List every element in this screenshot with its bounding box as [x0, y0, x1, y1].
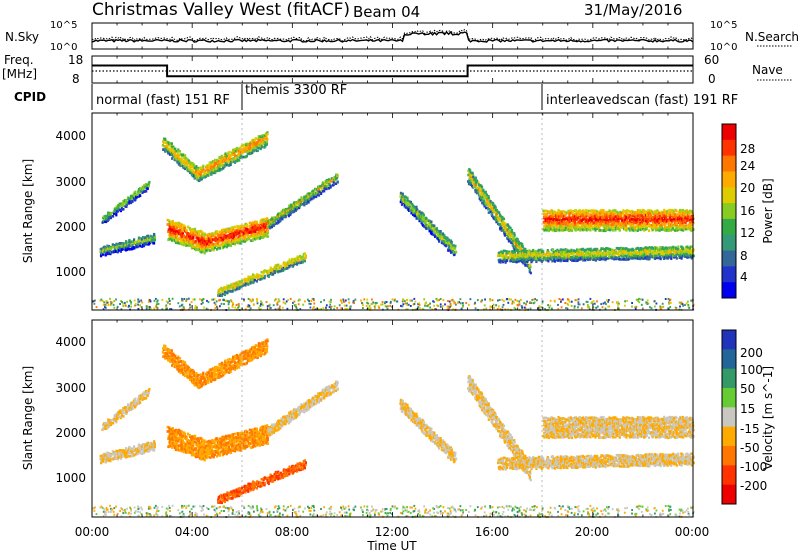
nsearch-trace [91, 29, 694, 42]
velocity-colorbar: 200 100 50 15 -15 -50 -100 -200 Velocity… [721, 329, 775, 505]
power-echo-band [161, 137, 200, 181]
power-scale-tick-12: 12 [740, 226, 755, 240]
velocity-scale-tick-15: 15 [740, 402, 755, 416]
power-echo-band [166, 218, 207, 255]
freq-tick-high: 18 [68, 53, 83, 67]
power-echo-band [196, 131, 269, 183]
power-scale-tick-20: 20 [740, 181, 755, 195]
freq-panel: Freq. [MHz] 18 8 60 0 Nave [2, 53, 792, 86]
velocity-echo-band [497, 452, 695, 471]
power-echo-band [467, 168, 532, 275]
x-tick-2000: 20:00 [575, 525, 610, 539]
velocity-scale-label: Velocity [m s^-1] [761, 366, 775, 470]
power-echo-band [217, 252, 307, 298]
nave-tick-low: 0 [708, 72, 716, 86]
freq-trace [92, 64, 693, 78]
x-axis: 00:00 04:00 08:00 12:00 16:00 20:00 00:0… [75, 525, 710, 553]
power-y-tick-2000: 2000 [55, 220, 86, 234]
x-axis-label: Time UT [366, 539, 417, 553]
chart-title: Christmas Valley West (fitACF) [92, 0, 350, 20]
date-label: 31/May/2016 [584, 1, 682, 19]
velocity-echo-band [166, 425, 207, 462]
power-panel: 4000 3000 2000 1000 Slant Range [km] [21, 112, 695, 312]
power-echo-band [542, 208, 695, 233]
velocity-echo-band [217, 459, 307, 505]
nsky-trace [91, 31, 694, 43]
nave-tick-high: 60 [704, 53, 719, 67]
nsearch-label: N.Search [745, 30, 799, 44]
velocity-echo-band [542, 415, 695, 440]
freq-label-line2: [MHz] [2, 67, 37, 81]
velocity-panel: 4000 3000 2000 1000 Slant Range [km] [21, 319, 695, 519]
velocity-echo-data [92, 338, 695, 519]
velocity-y-tick-3000: 3000 [55, 381, 86, 395]
velocity-echo-band [196, 338, 269, 390]
freq-label-line1: Freq. [4, 53, 34, 67]
power-scale-tick-16: 16 [740, 204, 755, 218]
velocity-y-tick-4000: 4000 [55, 335, 86, 349]
power-echo-band [266, 173, 339, 230]
velocity-y-axis-label: Slant Range [km] [21, 366, 35, 470]
power-scale-tick-4: 4 [740, 270, 748, 284]
beam-label: Beam 04 [353, 3, 420, 21]
power-y-tick-1000: 1000 [55, 265, 86, 279]
velocity-echo-band [266, 380, 339, 437]
cpid-segment-themis: themis 3300 RF [245, 83, 347, 98]
nsearch-tick-high: 10^5 [710, 20, 737, 31]
nsky-tick-high: 10^5 [50, 20, 77, 31]
freq-tick-low: 8 [72, 72, 80, 86]
power-scale-tick-8: 8 [740, 249, 748, 263]
x-tick-1600: 16:00 [475, 525, 510, 539]
velocity-scale-tick-minus15: -15 [740, 422, 760, 436]
nsky-panel: N.Sky 10^5 10^0 10^5 10^0 N.Search [5, 20, 799, 53]
tick-marks [91, 23, 694, 517]
power-colorbar-frame [721, 123, 737, 299]
x-tick-2400: 00:00 [675, 525, 710, 539]
nsky-tick-low: 10^0 [50, 42, 77, 53]
power-echo-band [101, 180, 151, 224]
cpid-segment-interleaved: interleavedscan (fast) 191 RF [546, 93, 738, 108]
velocity-echo-band [399, 398, 458, 464]
cpid-label: CPID [14, 90, 46, 104]
velocity-colorbar-frame [721, 329, 737, 505]
power-echo-data [92, 131, 695, 312]
power-scale-label: Power [dB] [761, 178, 775, 243]
velocity-y-tick-2000: 2000 [55, 426, 86, 440]
x-tick-0800: 08:00 [275, 525, 310, 539]
velocity-scale-tick-minus200: -200 [740, 479, 767, 493]
velocity-scale-tick-200: 200 [740, 346, 763, 360]
velocity-echo-band [203, 424, 270, 460]
nsky-label: N.Sky [5, 30, 39, 44]
nsearch-tick-low: 10^0 [710, 42, 737, 53]
velocity-echo-band [101, 387, 151, 431]
velocity-scale-tick-100: 100 [740, 363, 763, 377]
power-echo-band [99, 232, 156, 258]
nave-label: Nave [752, 63, 783, 77]
power-colorbar: 28 24 20 16 12 8 4 Power [dB] [721, 123, 775, 299]
cpid-row: CPID normal (fast) 151 RF themis 3300 RF… [14, 83, 738, 110]
power-y-tick-3000: 3000 [55, 175, 86, 189]
power-echo-band [203, 217, 270, 253]
power-y-tick-4000: 4000 [55, 129, 86, 143]
x-tick-1200: 12:00 [375, 525, 410, 539]
velocity-echo-band [99, 439, 156, 465]
velocity-scale-tick-minus100: -100 [740, 460, 767, 474]
power-y-axis-label: Slant Range [km] [21, 159, 35, 263]
power-echo-band [497, 245, 695, 264]
cpid-segment-normal: normal (fast) 151 RF [96, 93, 230, 108]
velocity-scale-tick-50: 50 [740, 382, 755, 396]
power-echo-band [399, 191, 458, 257]
velocity-y-tick-1000: 1000 [55, 471, 86, 485]
x-tick-0000: 00:00 [75, 525, 110, 539]
power-scale-tick-28: 28 [740, 142, 755, 156]
x-tick-0400: 04:00 [175, 525, 210, 539]
velocity-scale-tick-minus50: -50 [740, 441, 760, 455]
power-scale-tick-24: 24 [740, 159, 755, 173]
